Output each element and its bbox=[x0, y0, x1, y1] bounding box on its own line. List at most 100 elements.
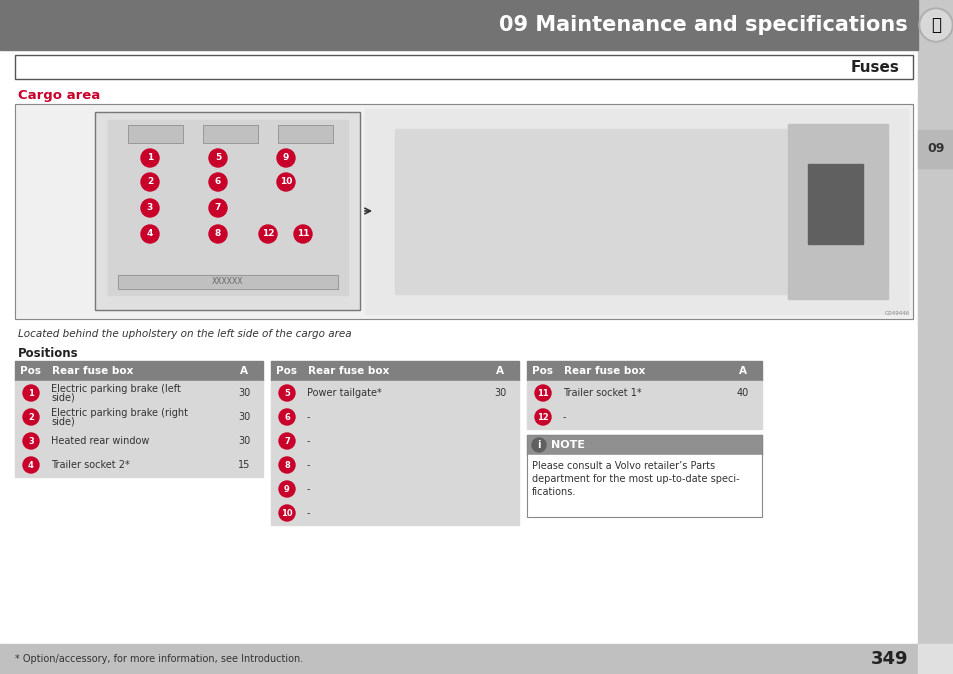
Bar bbox=[271, 501, 303, 525]
Bar bbox=[303, 501, 480, 525]
Text: Trailer socket 1*: Trailer socket 1* bbox=[562, 388, 641, 398]
Text: Trailer socket 2*: Trailer socket 2* bbox=[51, 460, 130, 470]
Circle shape bbox=[278, 505, 294, 521]
Text: Fuses: Fuses bbox=[850, 59, 899, 75]
Text: 30: 30 bbox=[494, 388, 506, 398]
Circle shape bbox=[278, 433, 294, 449]
Text: Please consult a Volvo retailer’s Parts
department for the most up-to-date speci: Please consult a Volvo retailer’s Parts … bbox=[532, 461, 739, 497]
Text: 7: 7 bbox=[284, 437, 290, 446]
Circle shape bbox=[535, 409, 551, 425]
Bar bbox=[225, 361, 263, 381]
Bar bbox=[47, 429, 225, 453]
Text: A: A bbox=[240, 366, 248, 376]
Bar bbox=[15, 405, 47, 429]
Circle shape bbox=[141, 173, 159, 191]
Text: 3: 3 bbox=[28, 437, 34, 446]
Text: 2: 2 bbox=[28, 412, 34, 421]
Bar bbox=[480, 429, 518, 453]
Text: Pos: Pos bbox=[20, 366, 42, 376]
Circle shape bbox=[209, 149, 227, 167]
Text: 🔧: 🔧 bbox=[930, 16, 940, 34]
Circle shape bbox=[920, 10, 950, 40]
Text: 7: 7 bbox=[214, 204, 221, 212]
Text: 5: 5 bbox=[284, 388, 290, 398]
Bar bbox=[303, 381, 480, 405]
Text: Power tailgate*: Power tailgate* bbox=[307, 388, 381, 398]
Bar bbox=[15, 104, 912, 319]
Bar bbox=[15, 429, 47, 453]
Bar bbox=[95, 112, 359, 310]
Text: Positions: Positions bbox=[18, 347, 78, 360]
Bar bbox=[128, 125, 183, 143]
Bar bbox=[303, 361, 480, 381]
Text: 30: 30 bbox=[237, 436, 250, 446]
Bar bbox=[365, 109, 907, 314]
Bar bbox=[271, 361, 303, 381]
Circle shape bbox=[209, 173, 227, 191]
Text: 9: 9 bbox=[284, 485, 290, 493]
Circle shape bbox=[278, 457, 294, 473]
Text: Pos: Pos bbox=[532, 366, 553, 376]
Bar bbox=[558, 361, 723, 381]
Circle shape bbox=[23, 409, 39, 425]
Bar bbox=[526, 405, 558, 429]
Bar bbox=[108, 120, 348, 295]
Text: Pos: Pos bbox=[276, 366, 297, 376]
Bar bbox=[47, 361, 225, 381]
Bar bbox=[271, 381, 303, 405]
Text: -: - bbox=[307, 460, 310, 470]
Text: 15: 15 bbox=[237, 460, 250, 470]
Text: i: i bbox=[537, 440, 540, 450]
Text: 12: 12 bbox=[537, 412, 548, 421]
Text: A: A bbox=[496, 366, 503, 376]
Text: Electric parking brake (right: Electric parking brake (right bbox=[51, 408, 188, 418]
Bar bbox=[526, 435, 761, 455]
Text: Heated rear window: Heated rear window bbox=[51, 436, 150, 446]
Text: side): side) bbox=[51, 417, 74, 427]
Bar bbox=[480, 501, 518, 525]
Circle shape bbox=[141, 149, 159, 167]
Text: 3: 3 bbox=[147, 204, 153, 212]
Text: Located behind the upholstery on the left side of the cargo area: Located behind the upholstery on the lef… bbox=[18, 329, 352, 339]
Text: 40: 40 bbox=[736, 388, 748, 398]
Circle shape bbox=[23, 433, 39, 449]
Text: NOTE: NOTE bbox=[551, 440, 584, 450]
Circle shape bbox=[918, 8, 952, 42]
Text: XXXXXX: XXXXXX bbox=[212, 278, 244, 286]
Text: 30: 30 bbox=[237, 412, 250, 422]
Circle shape bbox=[532, 438, 545, 452]
Text: -: - bbox=[307, 436, 310, 446]
Circle shape bbox=[278, 409, 294, 425]
Text: G049446: G049446 bbox=[883, 311, 909, 316]
Bar bbox=[225, 453, 263, 477]
Text: -: - bbox=[307, 508, 310, 518]
Text: 09 Maintenance and specifications: 09 Maintenance and specifications bbox=[498, 15, 907, 35]
Bar bbox=[203, 125, 257, 143]
Text: side): side) bbox=[51, 393, 74, 403]
Text: 12: 12 bbox=[261, 230, 274, 239]
Bar bbox=[480, 405, 518, 429]
Circle shape bbox=[294, 225, 312, 243]
Bar bbox=[118, 275, 337, 289]
Bar bbox=[271, 405, 303, 429]
Bar bbox=[0, 644, 917, 674]
Bar bbox=[128, 125, 183, 143]
Bar bbox=[225, 405, 263, 429]
Text: 4: 4 bbox=[147, 230, 153, 239]
Text: 11: 11 bbox=[537, 388, 548, 398]
Bar bbox=[480, 381, 518, 405]
Bar bbox=[15, 55, 912, 79]
Circle shape bbox=[23, 457, 39, 473]
Text: * Option/accessory, for more information, see Introduction.: * Option/accessory, for more information… bbox=[15, 654, 303, 664]
Text: Rear fuse box: Rear fuse box bbox=[52, 366, 133, 376]
Circle shape bbox=[258, 225, 276, 243]
Text: 2: 2 bbox=[147, 177, 153, 187]
Text: 4: 4 bbox=[28, 460, 34, 470]
Bar bbox=[526, 435, 761, 517]
Bar bbox=[917, 130, 953, 168]
Bar bbox=[526, 381, 558, 405]
Text: Electric parking brake (left: Electric parking brake (left bbox=[51, 384, 181, 394]
Circle shape bbox=[209, 225, 227, 243]
Bar bbox=[225, 381, 263, 405]
Bar bbox=[277, 125, 333, 143]
